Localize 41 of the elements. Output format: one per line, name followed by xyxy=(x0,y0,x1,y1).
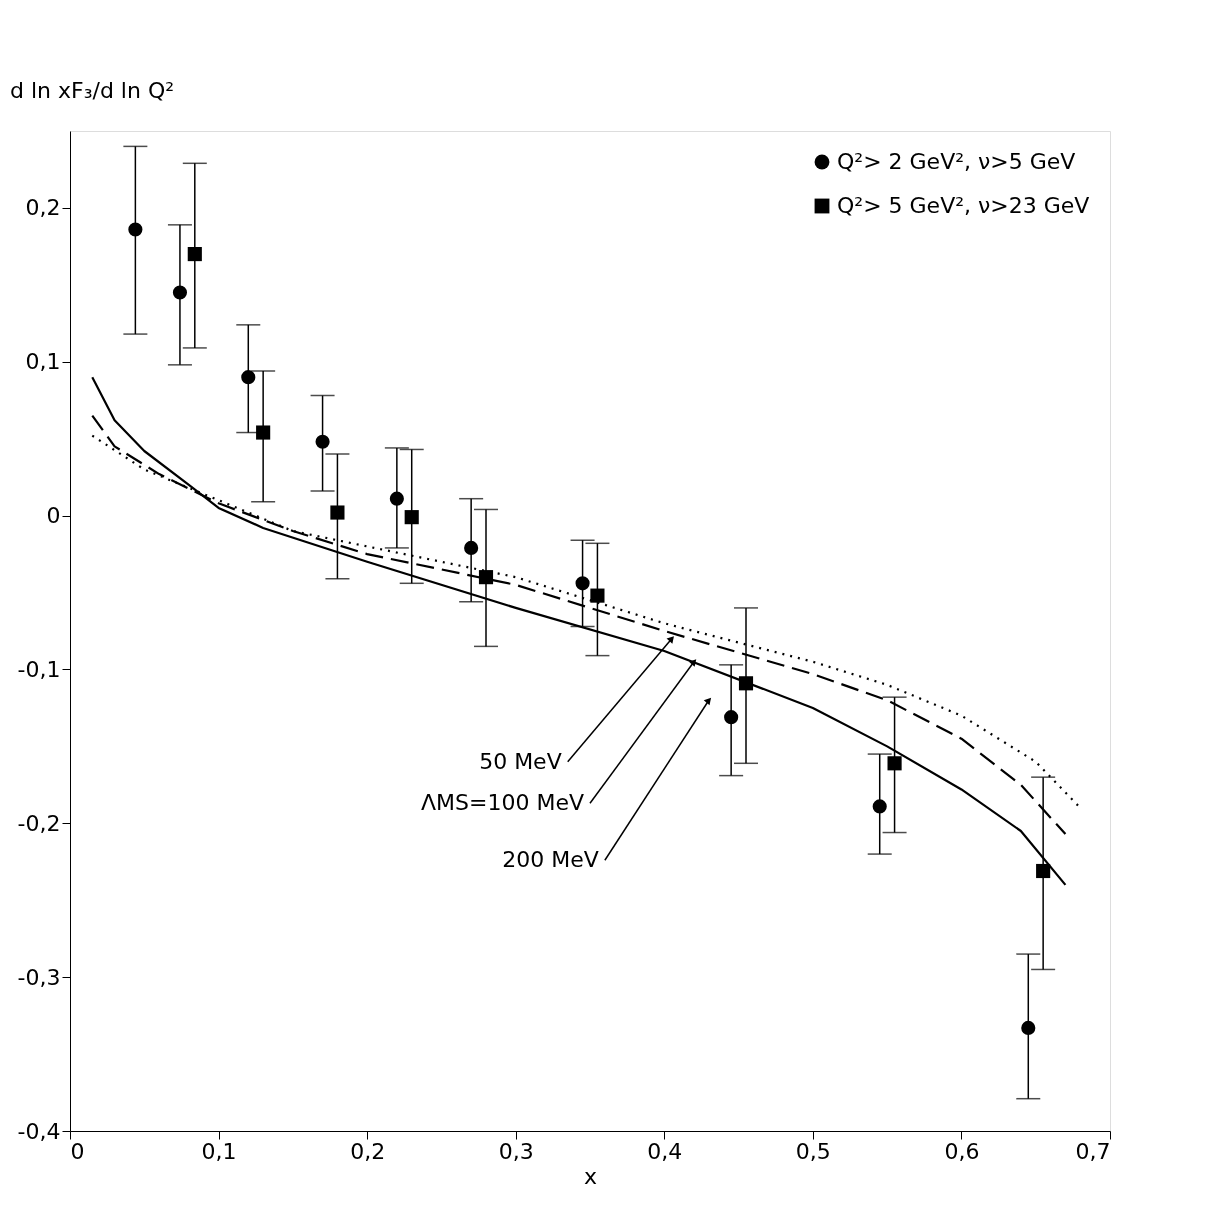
x-tick-label: 0,5 xyxy=(795,1138,831,1164)
y-tick-label: 0 xyxy=(46,503,61,529)
annotation: 200 MeV xyxy=(502,847,599,873)
annotation: ΛMS=100 MeV xyxy=(421,790,584,816)
y-tick-label: -0,4 xyxy=(17,1118,61,1144)
point xyxy=(478,570,494,585)
x-tick-label: 0,4 xyxy=(647,1138,683,1164)
y-axis-title: d ln xF₃/d ln Q² xyxy=(10,78,175,103)
x-tick-label: 0,2 xyxy=(350,1138,386,1164)
point xyxy=(128,222,143,237)
point xyxy=(575,576,590,591)
x-axis-title: x xyxy=(583,1163,598,1189)
x-tick-label: 0 xyxy=(70,1138,85,1164)
legend-label: Q²> 5 GeV², ν>23 GeV xyxy=(837,193,1090,218)
point xyxy=(256,425,271,440)
point xyxy=(1021,1020,1036,1035)
point xyxy=(330,505,345,520)
y-tick-label: -0,2 xyxy=(17,810,61,836)
point xyxy=(464,540,479,555)
point xyxy=(172,285,188,300)
y-tick-label: 0,1 xyxy=(25,349,61,375)
point xyxy=(404,510,419,525)
point xyxy=(187,247,202,262)
point xyxy=(389,491,404,506)
point xyxy=(315,434,330,449)
y-tick-label: -0,1 xyxy=(17,656,61,682)
y-tick-label: 0,2 xyxy=(25,195,61,221)
annotation: 50 MeV xyxy=(479,748,562,774)
x-tick-label: 0,6 xyxy=(944,1138,980,1164)
x-tick-label: 0,1 xyxy=(201,1138,237,1164)
x-tick-label: 0,7 xyxy=(1075,1138,1111,1164)
point xyxy=(738,676,754,691)
point xyxy=(590,588,605,603)
point xyxy=(241,370,256,385)
y-tick-label: -0,3 xyxy=(17,964,61,990)
legend-label: Q²> 2 GeV², ν>5 GeV xyxy=(837,149,1076,174)
point xyxy=(887,756,902,771)
x-tick-label: 0,3 xyxy=(498,1138,534,1164)
point xyxy=(872,799,887,814)
point xyxy=(1036,863,1051,879)
point xyxy=(724,710,739,725)
